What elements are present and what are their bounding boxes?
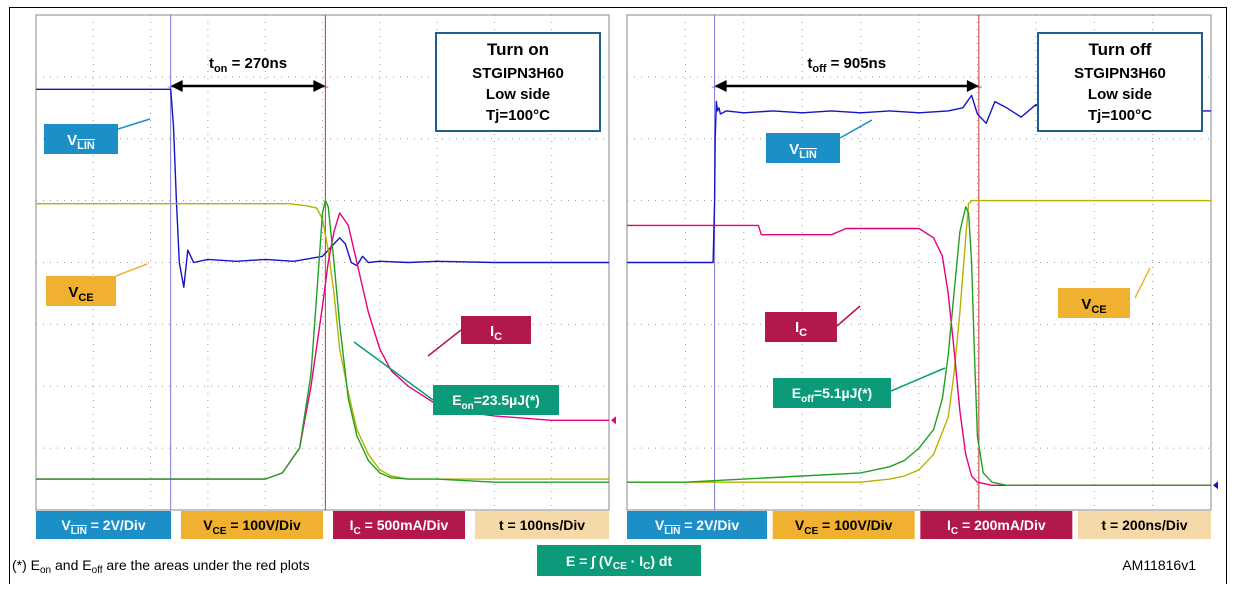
scale-box bbox=[36, 511, 171, 539]
vce-label: VCE bbox=[68, 284, 93, 304]
panel-title: Turn off bbox=[1089, 40, 1152, 59]
scale-label: IC = 200mA/Div bbox=[947, 517, 1046, 537]
energy-label: Eon=23.5µJ(*) bbox=[452, 392, 540, 412]
scale-label: IC = 500mA/Div bbox=[350, 517, 449, 537]
vlin-label: VLIN bbox=[789, 141, 817, 161]
figure-frame: + + ton = 270ns Turn on STGIPN3H60 Low side Tj… bbox=[9, 7, 1227, 584]
label-pointer bbox=[353, 341, 434, 401]
vlin-label-box bbox=[766, 133, 840, 163]
edge-marker bbox=[1213, 481, 1218, 490]
energy-label: Eoff=5.1µJ(*) bbox=[792, 385, 872, 405]
scale-label: VLIN = 2V/Div bbox=[655, 517, 739, 537]
ic-label-box bbox=[461, 316, 531, 344]
scale-box bbox=[475, 511, 609, 539]
e-trace bbox=[627, 206, 1211, 486]
label-pointer bbox=[427, 329, 462, 357]
scale-label: VCE = 100V/Div bbox=[203, 517, 301, 537]
time-arrow-head-left bbox=[170, 80, 183, 92]
scale-box bbox=[181, 511, 323, 539]
cursor-marker: + bbox=[975, 80, 982, 94]
scale-label: t = 100ns/Div bbox=[499, 517, 585, 533]
formula-box bbox=[537, 545, 701, 576]
panel-subtitle-line: Low side bbox=[1088, 86, 1152, 103]
scale-box bbox=[920, 511, 1073, 539]
scale-box bbox=[1078, 511, 1211, 539]
title-box bbox=[435, 32, 601, 132]
time-measurement-label: ton = 270ns bbox=[209, 55, 287, 75]
panel-subtitle-line: Tj=100°C bbox=[486, 107, 550, 124]
scale-label: VLIN = 2V/Div bbox=[61, 517, 145, 537]
panel-subtitle-line: STGIPN3H60 bbox=[1074, 65, 1166, 82]
ic-label: IC bbox=[795, 319, 807, 339]
cursor-marker: + bbox=[711, 80, 718, 94]
panel-subtitle-line: Low side bbox=[486, 86, 550, 103]
footnote: (*) Eon and Eoff are the areas under the… bbox=[12, 557, 310, 576]
turn-off-scope-panel: + + toff = 905ns Turn off STGIPN3H60 Low side… bbox=[626, 14, 1218, 539]
time-arrow-head-right bbox=[313, 80, 326, 92]
edge-marker bbox=[611, 416, 616, 425]
time-measurement-label: toff = 905ns bbox=[807, 55, 886, 75]
label-pointer bbox=[890, 367, 946, 392]
ic-label: IC bbox=[490, 323, 502, 343]
time-arrow-head-left bbox=[714, 80, 727, 92]
vce-label: VCE bbox=[1081, 296, 1106, 316]
label-pointer bbox=[117, 118, 151, 130]
formula-text: E = ∫ (VCE · IC) dt bbox=[566, 553, 673, 572]
cursor-marker: + bbox=[322, 80, 329, 94]
scale-label: VCE = 100V/Div bbox=[795, 517, 893, 537]
scale-box bbox=[772, 511, 915, 539]
turn-on-scope-panel: + + ton = 270ns Turn on STGIPN3H60 Low side Tj… bbox=[35, 14, 616, 539]
time-arrow-head-right bbox=[966, 80, 979, 92]
ic-label-box bbox=[765, 312, 837, 342]
label-pointer bbox=[839, 119, 873, 139]
scale-label: t = 200ns/Div bbox=[1102, 517, 1188, 533]
vlin-label: VLIN bbox=[67, 132, 95, 152]
panel-title: Turn on bbox=[487, 40, 549, 59]
vlin-label-box bbox=[44, 124, 118, 154]
scale-box bbox=[333, 511, 465, 539]
label-pointer bbox=[836, 305, 861, 327]
oscilloscope-figure: + + ton = 270ns Turn on STGIPN3H60 Low side Tj… bbox=[12, 14, 1218, 576]
figure-id: AM11816v1 bbox=[1122, 557, 1196, 573]
vce-trace bbox=[627, 199, 1211, 483]
title-box bbox=[1037, 32, 1203, 132]
vce-label-box bbox=[46, 276, 116, 306]
label-pointer bbox=[1134, 267, 1151, 299]
cursor-marker: + bbox=[167, 80, 174, 94]
energy-label-box bbox=[433, 385, 559, 415]
energy-label-box bbox=[773, 378, 891, 408]
scale-box bbox=[627, 511, 767, 539]
e-trace bbox=[36, 199, 609, 483]
panel-subtitle-line: STGIPN3H60 bbox=[472, 65, 564, 82]
vce-label-box bbox=[1058, 288, 1130, 318]
panel-subtitle-line: Tj=100°C bbox=[1088, 107, 1152, 124]
footer: (*) Eon and Eoff are the areas under the… bbox=[12, 545, 1196, 576]
label-pointer bbox=[115, 263, 148, 277]
